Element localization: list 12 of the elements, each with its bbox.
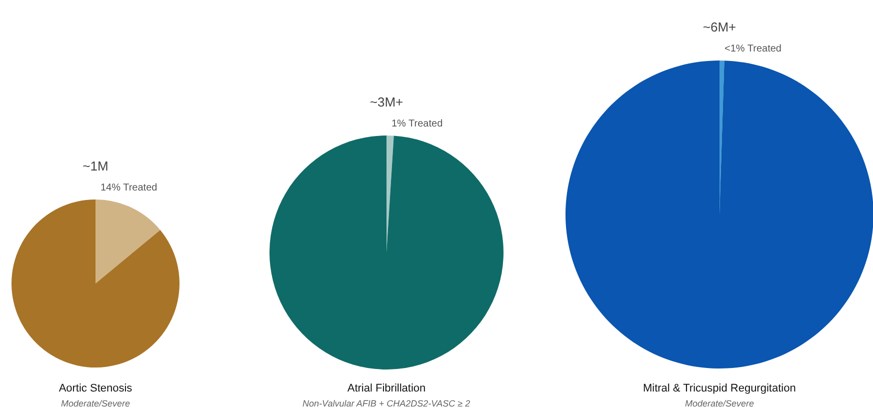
data-label: 14% Treated (100, 182, 158, 194)
text: Mitral & Tricuspid Regurgitation (642, 382, 796, 394)
text: Moderate/Severe (60, 398, 130, 408)
chart-title: ~6M+ (702, 20, 736, 34)
text: Aortic Stenosis (58, 382, 133, 394)
text: Moderate/Severe (684, 398, 754, 408)
chart-title: ~1M (82, 158, 108, 174)
text: Atrial Fibrillation (347, 382, 426, 394)
data-label: <1% Treated (724, 44, 782, 54)
chart-title: ~3M+ (370, 94, 404, 110)
text: Non-Valvular AFIB + CHA2DS2-VASC ≥ 2 (302, 398, 470, 408)
data-label: 1% Treated (392, 118, 443, 130)
